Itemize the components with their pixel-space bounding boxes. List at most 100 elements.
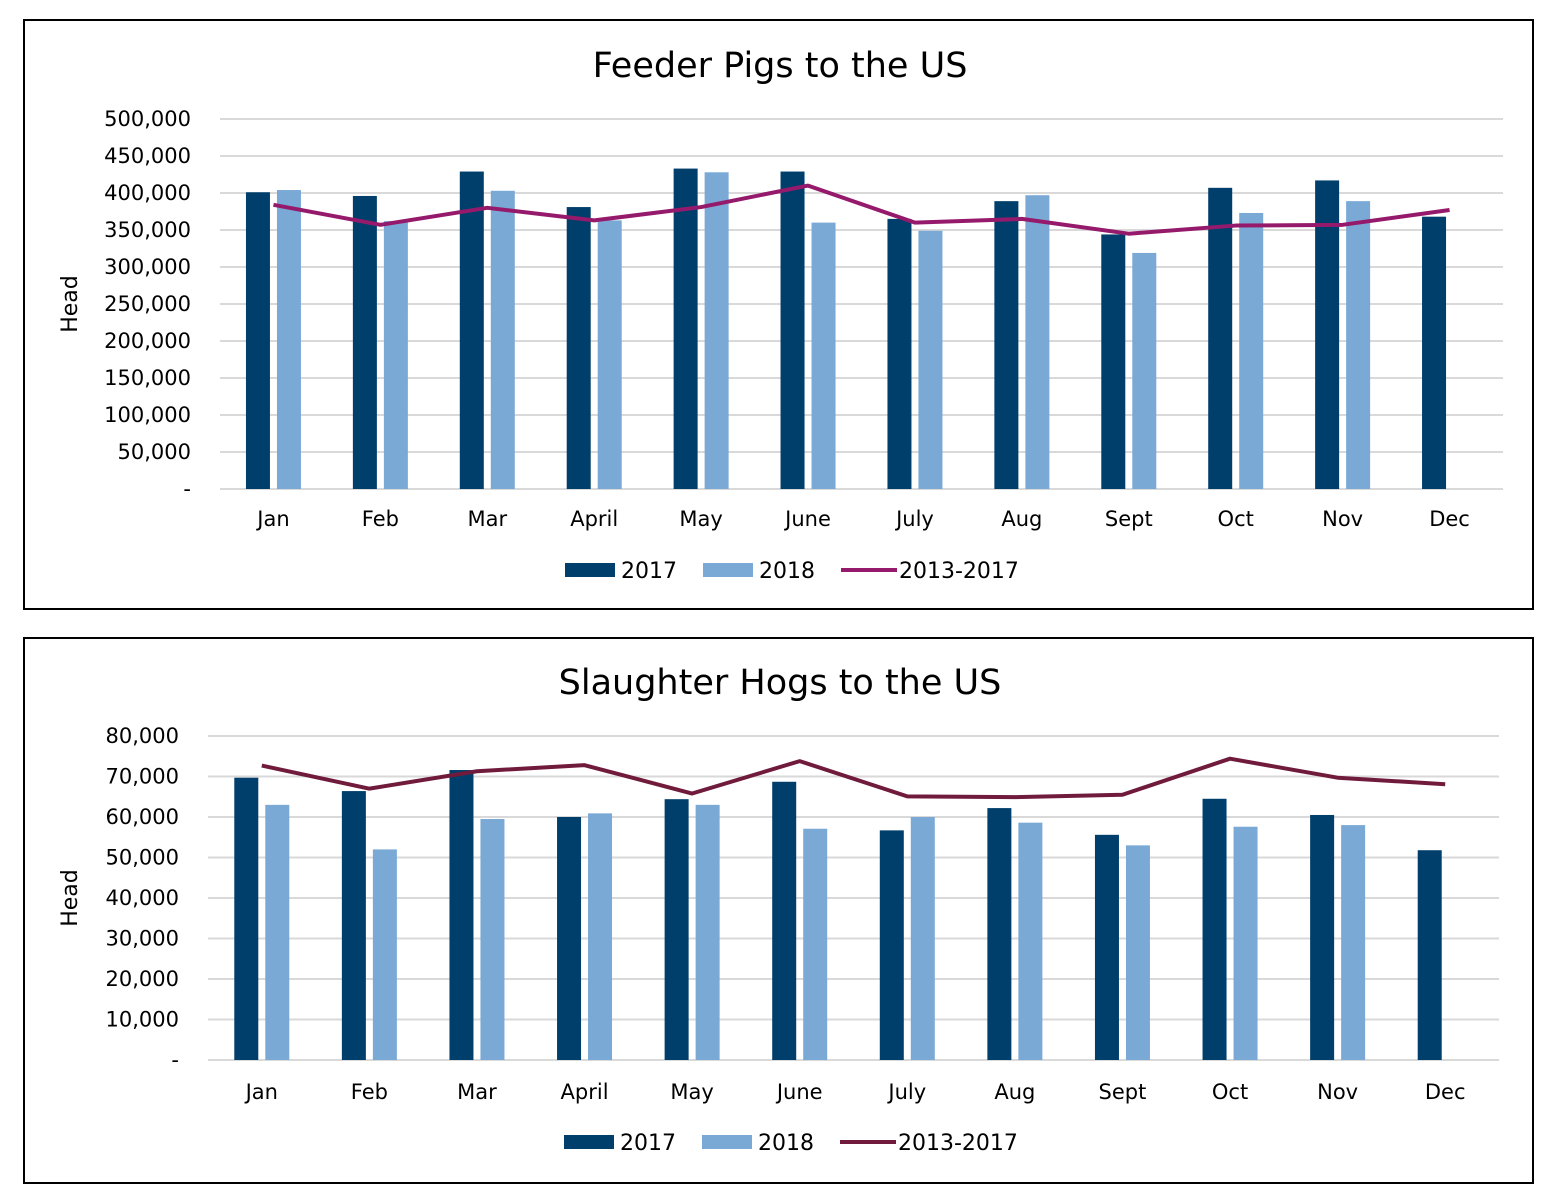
- feeder-y-tick-label: 450,000: [104, 144, 191, 168]
- feeder-legend-label: 2017: [621, 559, 677, 584]
- slaughter-bar-2018: [1018, 822, 1043, 1060]
- slaughter-bar-2017: [987, 808, 1012, 1060]
- slaughter-y-tick-label: 40,000: [106, 886, 179, 910]
- feeder-x-tick-label: May: [679, 507, 722, 531]
- feeder-y-tick-label: 350,000: [104, 218, 191, 242]
- feeder-y-tick-label: 250,000: [104, 292, 191, 316]
- slaughter-legend-label: 2017: [620, 1131, 676, 1156]
- feeder-bar-2017: [994, 201, 1019, 489]
- slaughter-bar-2017: [879, 830, 904, 1060]
- slaughter-bar-2017: [1094, 834, 1119, 1060]
- slaughter-x-tick-label: May: [670, 1080, 713, 1104]
- feeder-bar-2018: [276, 190, 301, 490]
- slaughter-hogs-chart: Slaughter Hogs to the US - 10,000 20,000 30,…: [58, 663, 1499, 1156]
- feeder-bar-2018: [1132, 252, 1157, 489]
- feeder-pigs-chart: Feeder Pigs to the US - 50,000 100,000 150,0…: [58, 46, 1503, 584]
- feeder-legend-label: 2013-2017: [899, 559, 1019, 584]
- feeder-bar-2017: [352, 195, 377, 489]
- feeder-x-tick-label: Dec: [1429, 507, 1470, 531]
- slaughter-bar-2018: [1125, 845, 1150, 1060]
- slaughter-bar-2017: [1310, 814, 1335, 1060]
- feeder-bar-2017: [566, 207, 591, 489]
- slaughter-y-tick-label: 30,000: [106, 927, 179, 951]
- feeder-y-axis-title: Head: [58, 275, 83, 333]
- feeder-line-2013-2017: [273, 183, 1450, 236]
- slaughter-y-tick-label: 50,000: [106, 846, 179, 870]
- slaughter-bar-2018: [695, 804, 720, 1060]
- feeder-x-tick-label: June: [783, 507, 831, 531]
- slaughter-y-axis-title: Head: [58, 869, 83, 927]
- slaughter-x-tick-label: Feb: [351, 1080, 388, 1104]
- slaughter-x-tick-label: April: [561, 1080, 609, 1104]
- feeder-bar-2017: [459, 171, 484, 490]
- slaughter-chart-title: Slaughter Hogs to the US: [559, 663, 1002, 703]
- feeder-bar-2018: [597, 220, 622, 489]
- slaughter-y-tick-label: 10,000: [106, 1008, 179, 1032]
- feeder-y-tick-label: -: [183, 477, 191, 501]
- feeder-bar-2017: [1101, 234, 1126, 489]
- slaughter-bar-2017: [341, 791, 366, 1060]
- feeder-x-tick-label: Oct: [1218, 507, 1254, 531]
- slaughter-bar-2017: [449, 770, 474, 1060]
- slaughter-x-tick-label: June: [775, 1080, 823, 1104]
- slaughter-x-tick-label: Dec: [1425, 1080, 1466, 1104]
- feeder-x-tick-label: Jan: [255, 507, 289, 531]
- feeder-x-tick-label: April: [570, 507, 618, 531]
- feeder-y-tick-label: 150,000: [104, 366, 191, 390]
- feeder-chart-title: Feeder Pigs to the US: [593, 46, 968, 86]
- feeder-bar-2018: [1025, 195, 1050, 489]
- feeder-y-tick-label: 400,000: [104, 181, 191, 205]
- slaughter-legend-label: 2013-2017: [898, 1131, 1018, 1156]
- slaughter-x-tick-label: Mar: [457, 1080, 497, 1104]
- slaughter-bar-2018: [372, 849, 397, 1060]
- slaughter-x-tick-label: Aug: [994, 1080, 1035, 1104]
- feeder-pigs-chart-panel: Feeder Pigs to the US - 50,000 100,000 150,0…: [23, 19, 1534, 610]
- feeder-y-tick-label: 500,000: [104, 107, 191, 131]
- slaughter-bar-2017: [772, 781, 797, 1060]
- feeder-y-tick-label: 50,000: [118, 440, 191, 464]
- slaughter-legend-label: 2018: [758, 1131, 814, 1156]
- slaughter-bar-2018: [480, 819, 505, 1060]
- feeder-bar-2018: [918, 230, 943, 490]
- feeder-bar-2017: [1315, 180, 1340, 490]
- feeder-x-tick-label: Nov: [1322, 507, 1363, 531]
- feeder-bar-2017: [780, 171, 805, 490]
- feeder-y-tick-label: 300,000: [104, 255, 191, 279]
- feeder-bar-2017: [1422, 216, 1447, 489]
- feeder-bar-2018: [704, 172, 729, 489]
- slaughter-bar-2017: [234, 777, 259, 1060]
- feeder-x-tick-label: Mar: [467, 507, 507, 531]
- slaughter-x-tick-label: Nov: [1317, 1080, 1358, 1104]
- feeder-bar-2017: [245, 192, 270, 489]
- slaughter-legend-swatch: [564, 1135, 614, 1149]
- feeder-bar-2018: [1346, 201, 1371, 489]
- slaughter-line-2013-2017: [261, 756, 1446, 800]
- slaughter-y-tick-label: 20,000: [106, 967, 179, 991]
- slaughter-bar-2018: [910, 817, 935, 1060]
- slaughter-legend-swatch: [702, 1135, 752, 1149]
- slaughter-bar-2017: [1417, 850, 1442, 1060]
- slaughter-bar-2018: [588, 813, 613, 1060]
- slaughter-y-tick-label: 60,000: [106, 805, 179, 829]
- feeder-bar-2018: [490, 190, 515, 489]
- feeder-bar-2018: [1239, 212, 1264, 490]
- feeder-legend-label: 2018: [759, 559, 815, 584]
- slaughter-x-tick-label: Jan: [244, 1080, 278, 1104]
- feeder-y-tick-label: 200,000: [104, 329, 191, 353]
- slaughter-bar-2018: [1341, 825, 1366, 1060]
- slaughter-bar-2018: [803, 828, 828, 1060]
- slaughter-bar-2018: [1233, 826, 1258, 1060]
- feeder-x-tick-label: Sept: [1105, 507, 1153, 531]
- slaughter-x-tick-label: July: [886, 1080, 926, 1104]
- slaughter-bar-2017: [1202, 798, 1227, 1060]
- feeder-bar-2017: [887, 218, 912, 489]
- slaughter-hogs-chart-panel: Slaughter Hogs to the US - 10,000 20,000 30,…: [23, 637, 1534, 1184]
- feeder-x-tick-label: Feb: [362, 507, 399, 531]
- slaughter-bar-2017: [557, 817, 582, 1060]
- feeder-x-tick-label: Aug: [1001, 507, 1042, 531]
- feeder-bar-2018: [811, 222, 836, 489]
- feeder-bar-2018: [383, 221, 408, 489]
- slaughter-bar-2018: [265, 804, 290, 1060]
- slaughter-bar-2017: [664, 799, 689, 1060]
- slaughter-x-tick-label: Oct: [1212, 1080, 1248, 1104]
